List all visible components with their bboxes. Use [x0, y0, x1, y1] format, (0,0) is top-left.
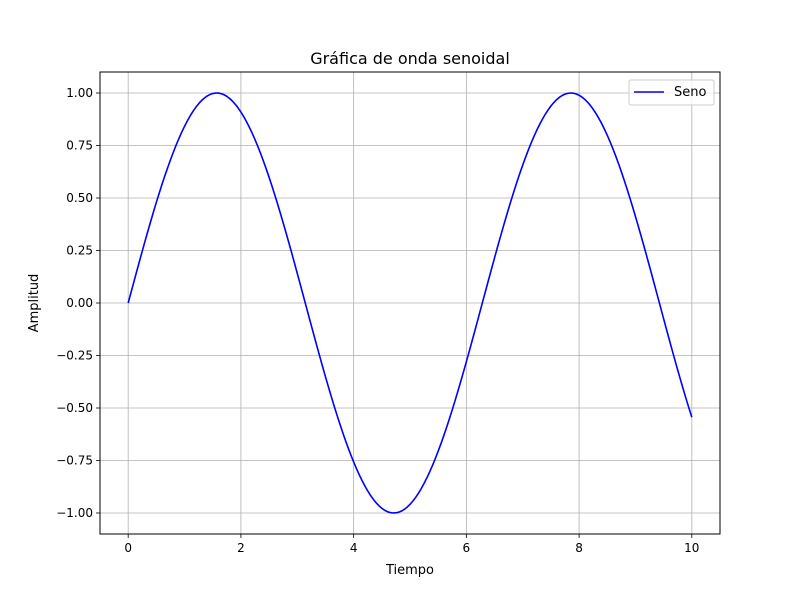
- x-tick-label: 4: [350, 541, 358, 555]
- x-tick-label: 10: [684, 541, 699, 555]
- y-tick-label: 0.00: [66, 296, 93, 310]
- y-tick-label: 0.50: [66, 191, 93, 205]
- legend: Seno: [628, 79, 715, 106]
- x-tick-label: 6: [463, 541, 471, 555]
- y-tick-label: 0.75: [66, 139, 93, 153]
- y-tick-label: 0.25: [66, 244, 93, 258]
- y-tick-label: −1.00: [56, 506, 93, 520]
- legend-label-seno: Seno: [674, 85, 706, 100]
- chart-title: Gráfica de onda senoidal: [310, 49, 510, 68]
- x-tick-label: 0: [124, 541, 132, 555]
- y-tick-label: 1.00: [66, 86, 93, 100]
- grid-lines: [100, 72, 720, 534]
- y-tick-label: −0.50: [56, 401, 93, 415]
- x-tick-label: 8: [575, 541, 583, 555]
- axis-ticks: 0 2 4 6 8 10 −1.00 −0.75 −0.50 −0.25 0.00 0.25 0.50 0…: [56, 86, 699, 555]
- y-axis-label: Amplitud: [27, 274, 42, 333]
- y-tick-label: −0.25: [56, 349, 93, 363]
- x-axis-label: Tiempo: [385, 563, 434, 578]
- plot-lines: [127, 92, 693, 514]
- x-tick-label: 2: [237, 541, 245, 555]
- series-line-seno: [127, 92, 693, 514]
- legend-box: [628, 79, 715, 106]
- y-tick-label: −0.75: [56, 454, 93, 468]
